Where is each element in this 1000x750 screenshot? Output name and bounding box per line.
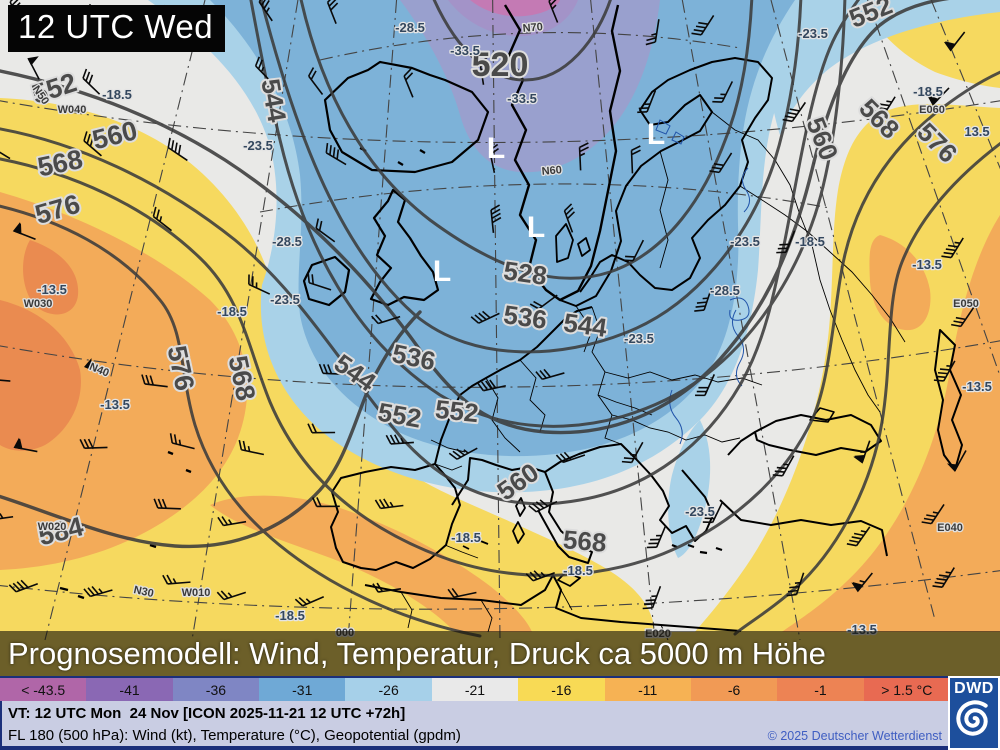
contour-label: 528: [502, 255, 549, 291]
temperature-label: -18.5: [563, 563, 593, 578]
temperature-label: -23.5: [798, 26, 828, 41]
graticule-label: W020: [38, 521, 67, 533]
low-pressure-marker: L: [433, 255, 451, 288]
contour-label: 520: [472, 46, 529, 84]
dwd-logo-box: DWD: [950, 678, 998, 748]
map-title-text: Prognosemodell: Wind, Temperatur, Druck …: [8, 635, 826, 671]
temperature-label: -23.5: [730, 234, 760, 249]
temperature-label: -18.5: [275, 608, 305, 623]
graticule-label: N60: [541, 164, 562, 178]
legend-cell: -16: [518, 678, 605, 701]
graticule-label: E060: [919, 104, 945, 116]
temperature-label: -23.5: [243, 138, 273, 153]
temperature-label: -23.5: [270, 292, 300, 307]
wind-barbs-layer: [0, 0, 975, 610]
contour-label: 568: [562, 524, 608, 558]
temperature-label: -33.5: [450, 43, 480, 58]
legend-cell: -1: [777, 678, 864, 701]
low-pressure-marker: L: [487, 132, 505, 165]
map-title-bar: Prognosemodell: Wind, Temperatur, Druck …: [0, 631, 1000, 676]
low-pressure-marker: L: [647, 118, 665, 151]
river-layer: [655, 119, 750, 445]
graticule-label: E050: [953, 298, 979, 310]
graticule-label: W030: [24, 298, 53, 310]
valid-time-badge: 12 UTC Wed: [8, 5, 226, 52]
temperature-label: -28.5: [710, 283, 740, 298]
low-pressure-marker: L: [527, 211, 545, 244]
contour-label: 552: [376, 397, 424, 434]
legend-cell: -41: [86, 678, 173, 701]
legend-cell: < -43.5: [0, 678, 87, 701]
graticule-label: W010: [182, 587, 211, 599]
temperature-label: -13.5: [100, 397, 130, 412]
temperature-label: -18.5: [451, 530, 481, 545]
coastline-layer: [59, 4, 963, 632]
contour-layer: [0, 0, 1000, 638]
temperature-label: -18.5: [913, 84, 943, 99]
temperature-legend: < -43.5 -41 -36 -31 -26 -21 -16 -11 -6 -1 > 1.5 °C: [0, 676, 950, 701]
legend-cell: -36: [172, 678, 260, 701]
temperature-label: -23.5: [624, 331, 654, 346]
validity-line: VT: 12 UTC Mon 24 Nov [ICON 2025-11-21 1…: [8, 705, 406, 722]
legend-cell: -6: [690, 678, 778, 701]
temperature-label: -28.5: [395, 20, 425, 35]
copyright-text: © 2025 Deutscher Wetterdienst: [767, 729, 942, 743]
legend-cell: -11: [604, 678, 691, 701]
contour-label: 544: [562, 307, 610, 343]
contour-label: 536: [502, 299, 549, 335]
temperature-label: -33.5: [507, 91, 537, 106]
graticule-layer: [0, 0, 1000, 641]
graticule-label: N30: [133, 584, 155, 600]
temperature-label: 13.5: [964, 124, 989, 139]
contour-label: 552: [434, 394, 480, 428]
temperature-label: -28.5: [272, 234, 302, 249]
dwd-logo-text: DWD: [954, 680, 994, 697]
temperature-label: -18.5: [795, 234, 825, 249]
legend-cell: -26: [345, 678, 432, 701]
temperature-label: -13.5: [37, 282, 67, 297]
forecast-map: 520 552 560 568 576 544 584 576 568 544 536 528 536 5…: [0, 0, 1000, 676]
graticule-label: N70: [522, 21, 543, 35]
temperature-label: -13.5: [912, 257, 942, 272]
graticule-label: E040: [937, 522, 963, 534]
low-markers-layer: L L L L: [433, 118, 665, 288]
temperature-label: -18.5: [217, 304, 247, 319]
temperature-labels-layer: -33.5 -33.5 -28.5 -23.5 -18.5 -28.5 -23.5 -23.5…: [36, 19, 993, 639]
border-layer: [400, 111, 906, 641]
dwd-logo: DWD: [948, 676, 1000, 750]
parameters-line: FL 180 (500 hPa): Wind (kt), Temperature…: [8, 727, 461, 744]
legend-cell: -31: [259, 678, 346, 701]
temperature-label: -13.5: [962, 379, 992, 394]
legend-cell: -21: [431, 678, 519, 701]
legend-cell: > 1.5 °C: [863, 678, 950, 701]
footer-bar: VT: 12 UTC Mon 24 Nov [ICON 2025-11-21 1…: [0, 701, 1000, 750]
temperature-label: -23.5: [685, 504, 715, 519]
temperature-fill-layer: [0, 0, 1000, 632]
temperature-label: -18.5: [102, 87, 132, 102]
dwd-spiral-icon: [956, 700, 988, 736]
graticule-label: W040: [58, 104, 87, 116]
